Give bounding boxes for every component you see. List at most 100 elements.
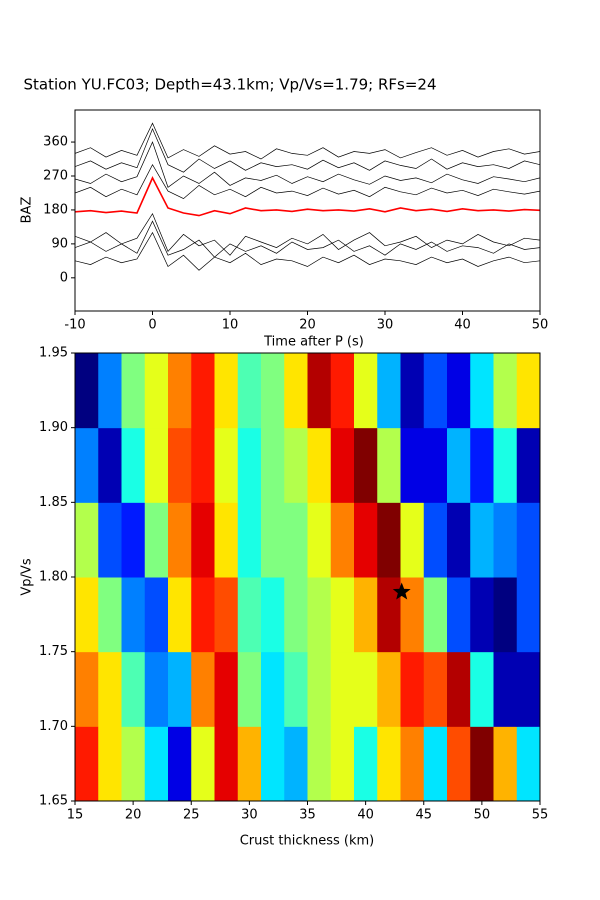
heat-cell	[330, 353, 355, 429]
heat-cell	[516, 651, 541, 727]
heat-cell	[400, 577, 425, 653]
heat-cell	[237, 651, 262, 727]
heat-cell	[284, 502, 308, 578]
heat-cell	[75, 726, 99, 802]
chart-title: Station YU.FC03; Depth=43.1km; Vp/Vs=1.7…	[23, 76, 436, 94]
heat-cell	[144, 577, 169, 653]
heat-cell	[237, 427, 262, 503]
heat-cell	[168, 651, 192, 727]
heat-cell	[400, 651, 425, 727]
x-tick-label: 40	[454, 318, 471, 333]
heat-cell	[237, 726, 262, 802]
heat-cell	[354, 353, 378, 429]
heat-cell	[261, 726, 285, 802]
heat-cell	[214, 577, 239, 653]
heat-cell	[307, 577, 332, 653]
heat-cell	[121, 577, 146, 653]
y-tick-label: 1.95	[39, 346, 68, 361]
heat-cell	[516, 353, 541, 429]
heat-cell	[75, 427, 99, 503]
heat-cell	[493, 353, 518, 429]
x-axis-label: Crust thickness (km)	[240, 834, 375, 849]
heat-cell	[354, 502, 378, 578]
heat-cell	[98, 726, 122, 802]
heat-cell	[214, 353, 239, 429]
heat-cell	[447, 502, 471, 578]
heat-cell	[470, 502, 494, 578]
trace	[75, 220, 540, 258]
heat-cell	[307, 427, 332, 503]
heat-cell	[144, 353, 169, 429]
heat-cell	[144, 726, 169, 802]
heat-cell	[400, 726, 425, 802]
x-tick-label: 10	[222, 318, 239, 333]
heat-cell	[423, 726, 448, 802]
trace	[75, 231, 540, 271]
heat-cell	[98, 502, 122, 578]
x-tick-label: 20	[299, 318, 316, 333]
heat-cell	[447, 577, 471, 653]
x-tick-label: 25	[183, 808, 200, 823]
heat-cell	[470, 726, 494, 802]
heat-cell	[330, 427, 355, 503]
heat-cell	[284, 353, 308, 429]
x-tick-label: 45	[415, 808, 432, 823]
heat-cell	[307, 502, 332, 578]
heat-cell	[377, 353, 401, 429]
y-tick-label: 1.85	[39, 495, 68, 510]
heat-cell	[144, 651, 169, 727]
trace	[75, 212, 540, 256]
heat-cell	[75, 577, 99, 653]
heat-cell	[98, 577, 122, 653]
heat-cell	[354, 577, 378, 653]
x-tick-label: 50	[532, 318, 549, 333]
best-fit-star	[392, 582, 411, 600]
heat-cell	[121, 427, 146, 503]
y-tick-label: 180	[43, 202, 68, 217]
y-tick-label: 360	[43, 135, 68, 150]
heat-cell	[354, 427, 378, 503]
heat-cell	[516, 726, 541, 802]
heat-cell	[330, 502, 355, 578]
heat-cell	[121, 502, 146, 578]
heat-cell	[354, 651, 378, 727]
heat-cell	[377, 427, 401, 503]
heat-cell	[470, 651, 494, 727]
heat-cell	[191, 353, 215, 429]
heat-cell	[237, 353, 262, 429]
y-tick-label: 270	[43, 168, 68, 183]
heat-cell	[237, 502, 262, 578]
heat-cell	[447, 726, 471, 802]
heat-cell	[75, 353, 99, 429]
trace	[75, 127, 540, 173]
heat-cell	[214, 651, 239, 727]
heat-cell	[330, 577, 355, 653]
heat-cell	[307, 726, 332, 802]
x-tick-label: 15	[67, 808, 84, 823]
heat-cell	[493, 726, 518, 802]
heat-cell	[191, 651, 215, 727]
y-axis-label: BAZ	[20, 197, 35, 224]
x-tick-label: 30	[377, 318, 394, 333]
heat-cell	[470, 577, 494, 653]
heat-cell	[284, 651, 308, 727]
heat-cell	[98, 651, 122, 727]
heat-cell	[377, 726, 401, 802]
y-tick-label: 1.90	[39, 420, 68, 435]
y-axis-label: Vp/Vs	[20, 558, 35, 595]
heat-cell	[493, 502, 518, 578]
heat-cell	[447, 427, 471, 503]
heat-cell	[261, 427, 285, 503]
heat-cell	[377, 577, 401, 653]
heat-cell	[423, 651, 448, 727]
heat-cell	[400, 502, 425, 578]
x-tick-label: 20	[125, 808, 142, 823]
heat-cell	[191, 577, 215, 653]
heat-cell	[516, 577, 541, 653]
heat-cell	[423, 353, 448, 429]
heat-cell	[447, 651, 471, 727]
heat-cell	[493, 577, 518, 653]
heat-cell	[121, 726, 146, 802]
heat-cell	[470, 353, 494, 429]
heat-cell	[516, 502, 541, 578]
